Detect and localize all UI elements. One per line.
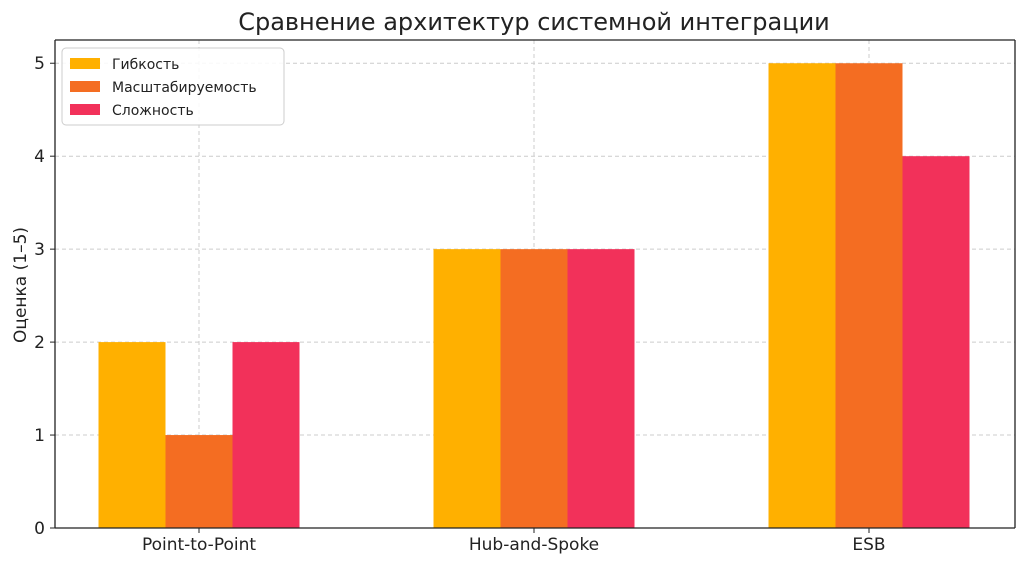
bar-1-2 [433,249,501,528]
y-tick-label: 1 [34,426,45,446]
y-tick-label: 2 [34,333,45,353]
axes [50,39,1016,533]
x-tick-labels: Point-to-Point Hub-and-Spoke ESB [142,535,886,555]
legend-label-2: Масштабируемость [112,80,257,96]
bar-1-3 [768,63,836,528]
y-axis-label: Оценка (1–5) [11,227,31,343]
bar-2-1 [165,435,233,528]
bar-3-3 [902,156,970,528]
bar-1-1 [98,342,166,528]
legend-swatch-2 [70,81,100,92]
bar-2-3 [835,63,903,528]
y-tick-label: 3 [34,240,45,260]
chart-title: Сравнение архитектур системной интеграци… [238,8,830,36]
y-tick-labels: 0 1 2 3 4 5 [34,54,45,539]
bar-3-2 [567,249,635,528]
bar-3-1 [232,342,300,528]
legend-box [61,47,285,126]
y-tick-label: 4 [34,147,45,167]
x-tick-label: Hub-and-Spoke [469,535,599,555]
legend-label-1: Гибкость [112,57,179,73]
y-tick-label: 5 [34,54,45,74]
legend: Гибкость Масштабируемость Сложность [61,47,285,126]
x-tick-label: ESB [852,535,885,555]
bars [98,63,970,528]
legend-swatch-1 [70,58,100,69]
legend-swatch-3 [70,104,100,115]
y-tick-label: 0 [34,519,45,539]
x-tick-label: Point-to-Point [142,535,256,555]
legend-label-3: Сложность [112,103,194,119]
bar-2-2 [500,249,568,528]
